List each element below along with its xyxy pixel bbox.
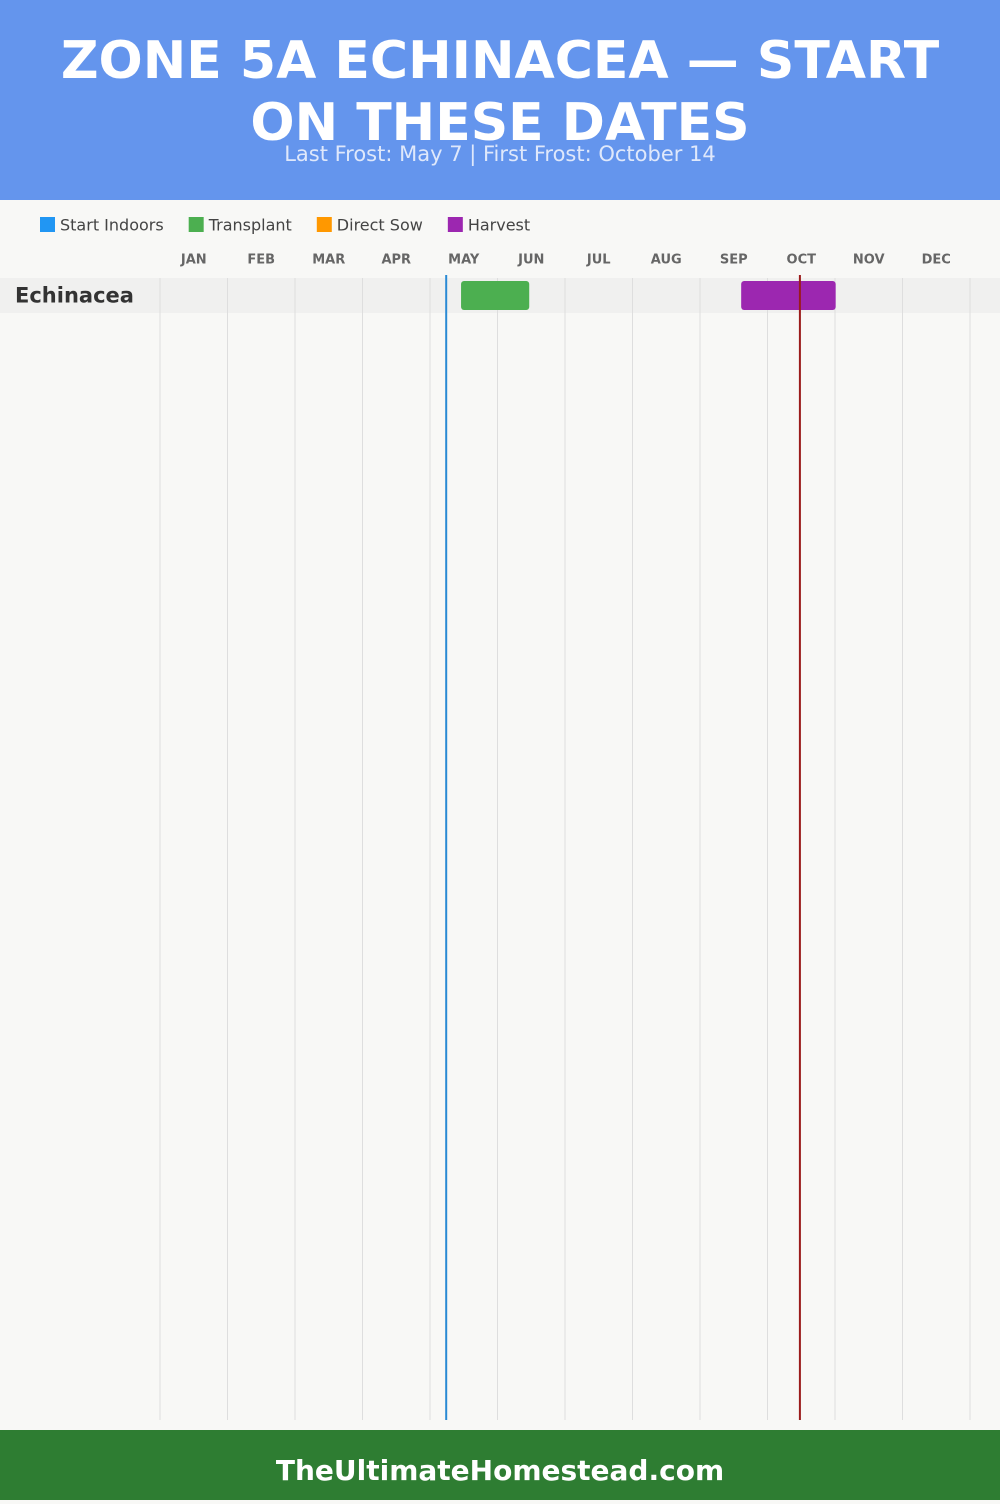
x-tick-label: JAN — [180, 253, 207, 268]
x-tick-label: SEP — [720, 253, 748, 268]
legend-swatch — [40, 217, 55, 232]
footer-band — [0, 1430, 1000, 1500]
subtitle: Last Frost: May 7 | First Frost: October… — [284, 142, 716, 167]
bar — [461, 281, 530, 310]
x-tick-label: JUN — [517, 253, 544, 268]
legend-label: Transplant — [208, 216, 292, 235]
header-band — [0, 0, 1000, 200]
x-tick-label: APR — [381, 253, 411, 268]
footer-text: TheUltimateHomestead.com — [276, 1454, 724, 1487]
legend-label: Harvest — [468, 216, 530, 235]
chart-title: ZONE 5A ECHINACEA — START ON THESE DATES — [61, 31, 940, 153]
legend-swatch — [316, 217, 332, 232]
x-tick-label: JUL — [586, 253, 611, 268]
x-tick-label: DEC — [922, 253, 951, 268]
x-tick-label: MAR — [312, 253, 345, 268]
x-tick-label: FEB — [247, 253, 275, 268]
x-tick-label: OCT — [787, 253, 817, 268]
x-tick-label: NOV — [853, 253, 885, 268]
bar — [741, 281, 836, 310]
legend-label: Direct Sow — [337, 216, 423, 235]
row-label: Echinacea — [15, 284, 134, 308]
x-tick-label: AUG — [651, 253, 682, 268]
legend-swatch — [447, 217, 463, 232]
legend-swatch — [188, 217, 204, 232]
legend-label: Start Indoors — [60, 216, 164, 235]
x-tick-label: MAY — [448, 253, 480, 268]
